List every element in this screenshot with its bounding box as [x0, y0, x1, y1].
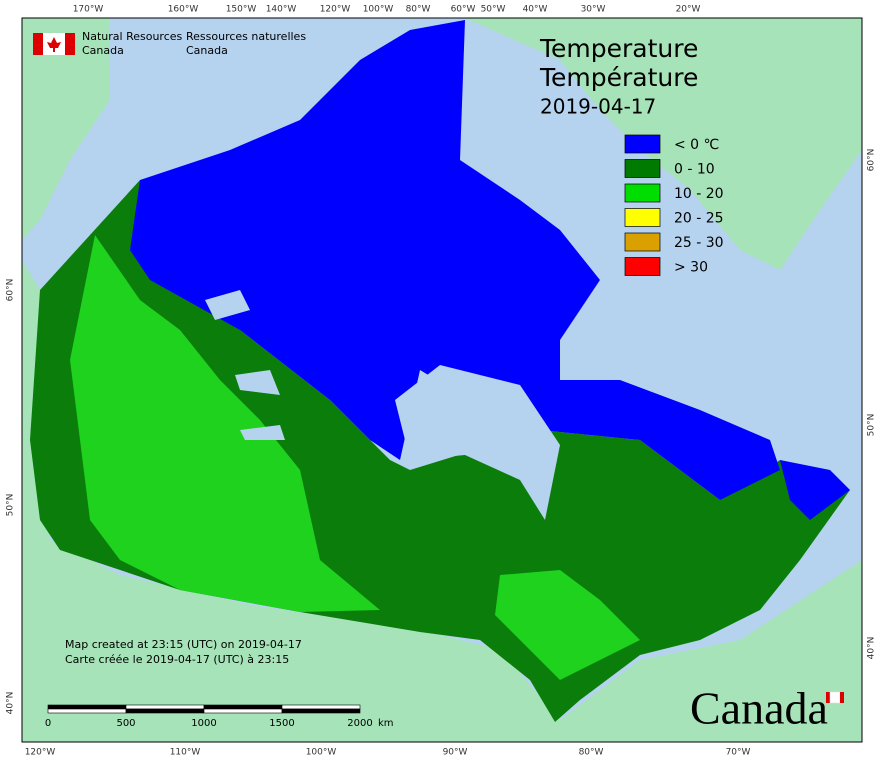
agency-en: Natural Resources: [82, 30, 183, 43]
legend-swatch: [624, 232, 661, 252]
scale-unit: km: [378, 718, 394, 729]
latitude-label: 50°N: [6, 494, 16, 517]
flag-band: [65, 33, 75, 55]
scale-label: 500: [116, 718, 135, 729]
scale-segment-bottom: [47, 708, 127, 714]
longitude-label: 100°W: [306, 748, 337, 758]
legend-label: 10 - 20: [674, 186, 724, 202]
zone-10-20-east: [495, 570, 640, 680]
lakes: [205, 290, 285, 440]
flag-band: [840, 692, 844, 703]
longitude-label: 120°W: [320, 5, 351, 15]
alaska: [22, 18, 110, 240]
flag-band: [826, 692, 830, 703]
latitude-label: 50°N: [867, 414, 877, 437]
longitude-label: 60°W: [451, 5, 476, 15]
scale-label: 1500: [269, 718, 294, 729]
scale-label: 0: [45, 718, 51, 729]
scale-segment-top: [125, 704, 205, 710]
latitude-label: 40°N: [867, 637, 877, 660]
agency-en: Canada: [82, 44, 124, 57]
latitude-label: 60°N: [867, 149, 877, 172]
legend-swatch: [624, 134, 661, 154]
legend-label: < 0 ℃: [674, 137, 719, 153]
longitude-label: 90°W: [443, 748, 468, 758]
longitude-label: 40°W: [523, 5, 548, 15]
scale-segment-top: [47, 704, 127, 710]
legend-label: 0 - 10: [674, 162, 715, 178]
longitude-label: 150°W: [226, 5, 257, 15]
zone-10-20: [70, 235, 380, 612]
land-masses: [22, 18, 862, 742]
longitude-label: 140°W: [266, 5, 297, 15]
longitude-label: 160°W: [168, 5, 199, 15]
title-fr: Température: [539, 63, 698, 92]
wordmark: Canada: [690, 683, 828, 734]
latitude-label: 60°N: [6, 279, 16, 302]
title-date: 2019-04-17: [540, 95, 656, 119]
legend-swatch: [624, 183, 661, 203]
legend-label: 25 - 30: [674, 235, 724, 251]
legend-swatch: [624, 257, 661, 276]
longitude-label: 70°W: [726, 748, 751, 758]
longitude-label: 30°W: [581, 5, 606, 15]
flag-field: [829, 691, 841, 704]
longitude-label: 110°W: [170, 748, 201, 758]
footnote: Carte créée le 2019-04-17 (UTC) à 23:15: [65, 653, 289, 666]
scale-segment-bottom: [281, 708, 361, 714]
legend-label: > 30: [674, 260, 708, 276]
scale-segment-top: [203, 704, 283, 710]
scale-label: 2000: [347, 718, 372, 729]
scale-segment-bottom: [125, 708, 205, 714]
scale-segment-top: [281, 704, 361, 710]
canada-wordmark: Canada: [690, 683, 844, 734]
map-frame: [21, 17, 863, 743]
legend-swatch: [624, 159, 661, 178]
agency-fr: Canada: [186, 44, 228, 57]
latitude-label: 40°N: [6, 692, 16, 715]
flag-band: [33, 33, 43, 55]
footnote: Map created at 23:15 (UTC) on 2019-04-17: [65, 638, 302, 651]
maple-leaf: [47, 37, 61, 52]
longitude-label: 80°W: [406, 5, 431, 15]
hudson-bay: [395, 365, 560, 520]
longitude-label: 170°W: [73, 5, 104, 15]
longitude-label: 100°W: [363, 5, 394, 15]
agency-fr: Ressources naturelles: [186, 30, 306, 43]
scale-segment-bottom: [203, 708, 283, 714]
longitude-label: 20°W: [676, 5, 701, 15]
longitude-label: 120°W: [25, 748, 56, 758]
legend-swatch: [624, 208, 661, 227]
longitude-label: 80°W: [579, 748, 604, 758]
nrcan-flag: [33, 33, 75, 55]
united-states: [22, 260, 862, 742]
zone-below-0: [130, 20, 780, 500]
greenland: [465, 18, 862, 270]
zone-below-0-newfoundland: [780, 460, 850, 520]
legend-label: 20 - 25: [674, 211, 724, 227]
longitude-label: 50°W: [481, 5, 506, 15]
scale-label: 1000: [191, 718, 216, 729]
title-en: Temperature: [539, 34, 698, 63]
